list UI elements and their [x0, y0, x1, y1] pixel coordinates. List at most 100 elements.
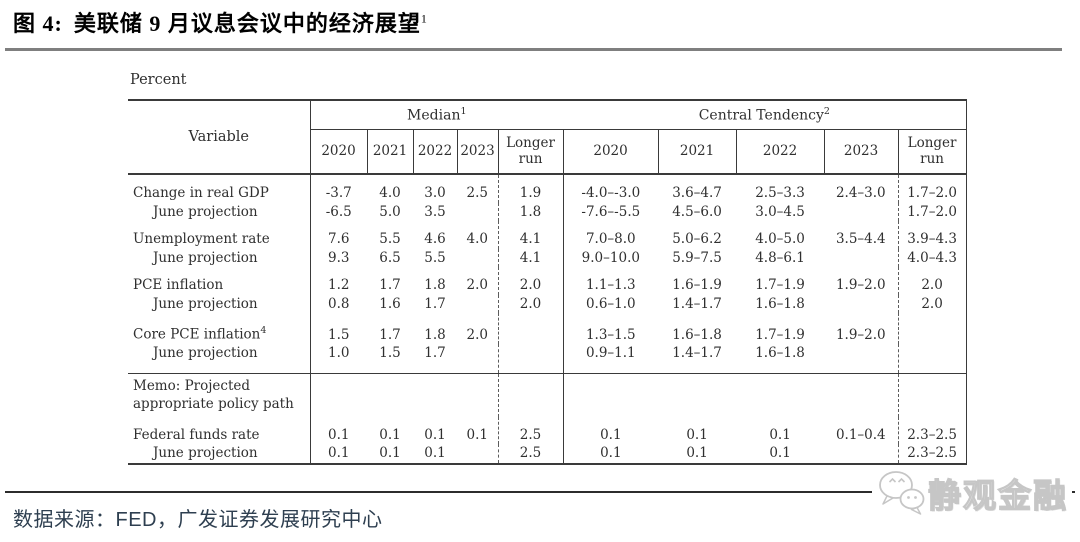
- median-longer-run-header: Longer run: [497, 129, 564, 175]
- value-cell: [824, 344, 898, 373]
- value-cell: 1.7: [424, 345, 446, 361]
- value-cell: [824, 295, 898, 314]
- data-source: 数据来源：FED，广发证券发展研究中心: [13, 509, 383, 531]
- value-cell: 0.1: [769, 426, 791, 443]
- value-cell: 1.6: [379, 295, 401, 312]
- figure-title-text: 美联储 9 月议息会议中的经济展望: [73, 11, 421, 36]
- value-cell: 2.5: [497, 416, 564, 444]
- row-label: PCE inflation: [128, 267, 311, 295]
- value-cell: 4.1: [497, 221, 564, 249]
- value-cell: -4.0–-3.0: [562, 174, 659, 203]
- value-cell: 1.6–1.8: [755, 295, 805, 312]
- value-cell: [457, 344, 498, 373]
- value-cell: 1.7–1.9: [755, 277, 805, 293]
- value-cell: 3.0: [424, 185, 446, 201]
- value-cell: 5.0: [379, 203, 401, 220]
- row-label: June projection: [128, 344, 311, 373]
- value-cell: 0.6–1.0: [562, 294, 659, 313]
- value-cell: 0.1: [769, 445, 791, 461]
- value-cell: [457, 295, 498, 314]
- value-cell: 1.9–2.0: [835, 326, 886, 343]
- table-body: Change in real GDP -3.7 4.0 3.0 2.5 1.9 -4.0–-…: [128, 174, 967, 464]
- value-cell: 4.0–4.3: [897, 248, 967, 267]
- value-cell: 5.0–6.2: [672, 231, 722, 247]
- row-label: Unemployment rate: [128, 221, 311, 249]
- value-cell: [457, 249, 498, 268]
- value-cell: 4.8–6.1: [755, 249, 805, 266]
- value-cell: [824, 444, 898, 464]
- value-cell: 0.1: [328, 426, 350, 443]
- value-cell: 2.3–2.5: [897, 416, 967, 444]
- watermark-text: 静观金融: [927, 476, 1068, 514]
- value-cell: 1.7: [379, 326, 401, 343]
- value-cell: 5.5: [424, 249, 446, 266]
- value-cell: [497, 344, 564, 373]
- value-cell: 1.4–1.7: [672, 345, 722, 361]
- median-label: Median: [407, 107, 461, 124]
- value-cell: 1.6–1.9: [672, 277, 722, 293]
- value-cell: [824, 203, 898, 222]
- value-cell: [497, 372, 564, 417]
- value-cell: 2.0: [897, 294, 967, 313]
- table-header: Variable Median1 Central Tendency2 2020 …: [128, 100, 967, 175]
- value-cell: 1.1–1.3: [562, 267, 659, 295]
- value-cell: 0.1–0.4: [835, 426, 886, 443]
- value-cell: 2.4–3.0: [835, 185, 886, 201]
- value-cell: 3.5–4.4: [835, 231, 886, 247]
- value-cell: [457, 203, 498, 222]
- value-cell: 0.1: [424, 445, 446, 461]
- value-cell: [310, 372, 367, 417]
- central-tendency-group-header: Central Tendency2: [563, 100, 967, 130]
- value-cell: 2.0: [466, 326, 488, 343]
- value-cell: 2.0: [466, 277, 488, 293]
- value-cell: [658, 372, 737, 417]
- median-year-2023: 2023: [456, 129, 498, 175]
- median-footnote-mark: 1: [460, 105, 467, 117]
- figure-title-footnote-mark: 1: [420, 11, 428, 26]
- value-cell: 1.6–1.8: [755, 345, 805, 361]
- row-label: Core PCE inflation4: [128, 313, 311, 344]
- value-cell: 2.5: [466, 185, 488, 201]
- value-cell: 0.1: [379, 445, 401, 461]
- value-cell: [367, 372, 413, 417]
- value-cell: 3.6–4.7: [672, 185, 722, 201]
- value-cell: 0.1: [562, 416, 659, 444]
- value-cell: 4.6: [424, 231, 446, 247]
- value-cell: 9.3: [328, 249, 350, 266]
- value-cell: 0.1: [562, 444, 659, 464]
- wechat-icon: [879, 471, 925, 515]
- value-cell: [562, 372, 659, 417]
- value-cell: 7.0–8.0: [562, 221, 659, 249]
- value-cell: 7.6: [328, 231, 350, 247]
- value-cell: 2.0: [897, 267, 967, 295]
- row-label: June projection: [128, 444, 311, 464]
- value-cell: 4.1: [497, 248, 564, 267]
- value-cell: [897, 372, 967, 417]
- ct-year-2023: 2023: [823, 129, 899, 175]
- row-label: Memo: Projected appropriate policy path: [128, 372, 311, 417]
- value-cell: 4.0: [379, 185, 401, 201]
- value-cell: 2.5: [497, 444, 564, 464]
- value-cell: 1.8: [424, 277, 446, 293]
- value-cell: 1.7–2.0: [897, 174, 967, 203]
- central-tendency-footnote-mark: 2: [823, 105, 830, 117]
- value-cell: 3.0–4.5: [755, 203, 805, 220]
- ct-year-2022: 2022: [735, 129, 825, 175]
- row-label: Federal funds rate: [128, 416, 311, 444]
- figure-number: 图 4:: [13, 11, 63, 36]
- ct-longer-run-header: Longer run: [897, 129, 967, 175]
- ct-year-2020: 2020: [562, 129, 659, 175]
- value-cell: [897, 313, 967, 344]
- value-cell: 0.1: [686, 426, 708, 443]
- value-cell: 2.3–2.5: [897, 444, 967, 464]
- value-cell: 0.1: [328, 445, 350, 461]
- value-cell: 4.5–6.0: [672, 203, 722, 220]
- value-cell: [736, 372, 825, 417]
- value-cell: 1.6–1.8: [672, 326, 722, 343]
- value-cell: 0.9–1.1: [562, 344, 659, 373]
- median-year-2022: 2022: [412, 129, 457, 175]
- value-cell: [457, 372, 498, 417]
- value-cell: -3.7: [325, 185, 352, 201]
- value-cell: 1.3–1.5: [562, 313, 659, 344]
